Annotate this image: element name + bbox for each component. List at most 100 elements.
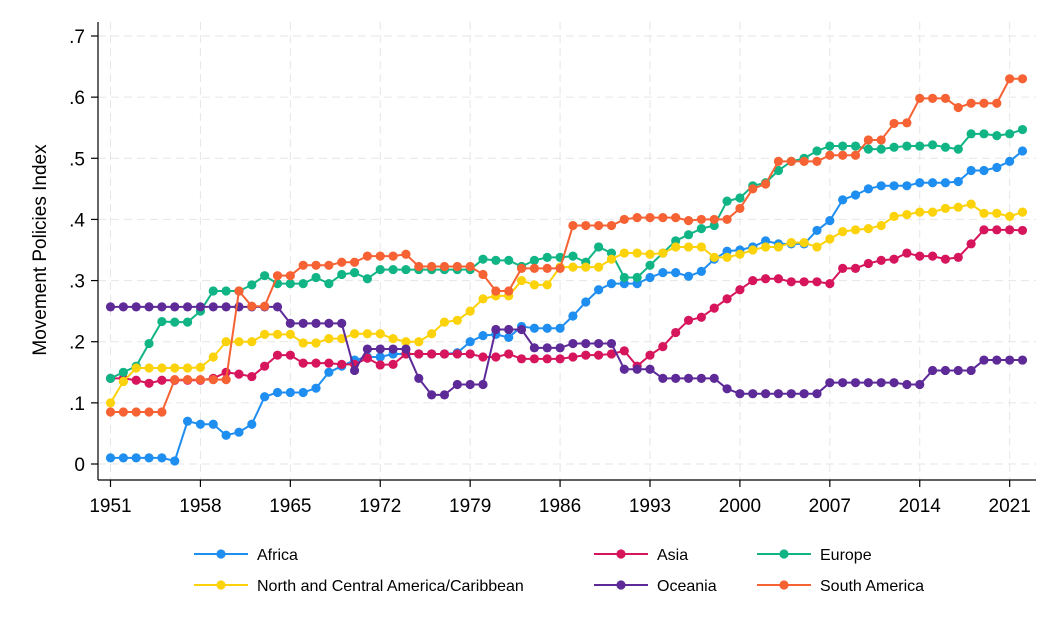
data-point-europe	[491, 255, 501, 265]
data-point-asia	[465, 349, 475, 359]
data-point-europe	[1017, 124, 1028, 135]
data-point-europe	[362, 274, 372, 284]
data-point-oceania	[773, 389, 784, 399]
data-point-asia	[889, 254, 899, 264]
gridlines	[98, 22, 1036, 480]
data-point-europe	[619, 272, 629, 283]
data-point-africa	[298, 387, 308, 398]
data-point-south-america	[940, 93, 951, 103]
data-point-south-america	[401, 249, 411, 259]
data-point-asia	[542, 354, 552, 364]
data-point-south-america	[247, 301, 257, 311]
data-point-asia	[414, 349, 424, 359]
data-point-asia	[735, 285, 745, 295]
data-point-south-america	[260, 301, 270, 311]
data-point-south-america	[195, 375, 206, 385]
data-point-north-and-central-america-caribbean	[362, 329, 372, 339]
data-point-europe	[182, 317, 193, 327]
data-point-north-and-central-america-caribbean	[940, 203, 951, 214]
data-point-oceania	[427, 390, 437, 400]
data-point-oceania	[619, 364, 629, 374]
data-point-oceania	[568, 338, 578, 349]
data-point-north-and-central-america-caribbean	[337, 334, 347, 344]
data-point-oceania	[581, 338, 591, 349]
data-point-africa	[170, 456, 180, 466]
data-point-asia	[799, 277, 809, 287]
data-point-north-and-central-america-caribbean	[645, 249, 655, 259]
data-point-africa	[555, 323, 565, 333]
y-tick-label: .1	[69, 394, 85, 415]
data-point-asia	[953, 252, 963, 262]
data-point-asia	[761, 274, 771, 284]
data-point-north-and-central-america-caribbean	[786, 238, 796, 248]
data-point-north-and-central-america-caribbean	[825, 234, 835, 244]
data-point-south-america	[516, 263, 527, 273]
data-point-north-and-central-america-caribbean	[696, 242, 706, 252]
data-point-north-and-central-america-caribbean	[799, 238, 809, 248]
data-point-europe	[838, 141, 848, 151]
data-point-oceania	[632, 364, 642, 374]
data-point-africa	[927, 178, 938, 188]
data-point-south-america	[157, 407, 167, 417]
x-tick-label: 1979	[449, 496, 491, 517]
data-point-oceania	[324, 318, 334, 328]
data-point-south-america	[671, 212, 681, 223]
data-point-africa	[478, 331, 488, 341]
data-point-south-america	[272, 271, 283, 281]
data-point-africa	[542, 323, 552, 333]
data-point-asia	[234, 369, 244, 379]
data-point-south-america	[504, 286, 514, 296]
data-point-asia	[671, 327, 681, 338]
data-point-north-and-central-america-caribbean	[838, 227, 848, 237]
data-point-asia	[581, 350, 591, 360]
legend-label: Africa	[257, 547, 298, 564]
data-point-north-and-central-america-caribbean	[516, 275, 527, 286]
data-point-asia	[427, 349, 437, 359]
data-point-europe	[850, 141, 861, 151]
data-point-europe	[388, 264, 398, 275]
data-point-north-and-central-america-caribbean	[195, 362, 206, 372]
data-point-asia	[324, 358, 334, 368]
data-point-south-america	[979, 98, 989, 108]
data-point-africa	[658, 268, 668, 278]
data-point-south-america	[619, 214, 629, 225]
y-tick-label: .2	[69, 333, 85, 354]
legend-item-europe: Europe	[757, 547, 872, 564]
data-point-oceania	[953, 365, 963, 376]
data-point-europe	[825, 141, 835, 151]
data-point-north-and-central-america-caribbean	[375, 329, 385, 339]
legend-swatch-marker	[216, 549, 226, 559]
y-tick-label: .4	[69, 210, 85, 231]
data-point-europe	[170, 317, 180, 327]
data-point-oceania	[748, 389, 758, 399]
data-point-oceania	[658, 373, 668, 383]
data-point-asia	[709, 303, 719, 313]
data-point-south-america	[427, 261, 437, 272]
data-point-africa	[671, 268, 681, 278]
data-point-africa	[696, 266, 706, 276]
data-point-north-and-central-america-caribbean	[927, 207, 938, 217]
data-point-oceania	[850, 378, 861, 388]
data-point-south-america	[696, 214, 706, 225]
data-point-oceania	[876, 378, 886, 388]
data-point-north-and-central-america-caribbean	[915, 207, 925, 217]
data-point-africa	[324, 367, 334, 377]
data-point-north-and-central-america-caribbean	[889, 211, 899, 221]
data-point-asia	[825, 279, 835, 289]
data-point-oceania	[375, 344, 385, 354]
data-point-north-and-central-america-caribbean	[953, 202, 963, 212]
data-point-oceania	[761, 389, 771, 399]
data-point-oceania	[889, 378, 899, 388]
data-point-europe	[324, 279, 334, 289]
data-point-south-america	[182, 375, 193, 385]
data-point-south-america	[889, 118, 899, 129]
series-group	[105, 74, 1028, 466]
data-point-asia	[131, 375, 141, 385]
data-point-europe	[349, 268, 360, 278]
data-point-north-and-central-america-caribbean	[298, 338, 308, 348]
data-point-oceania	[349, 365, 360, 376]
data-point-asia	[722, 294, 732, 304]
data-point-south-america	[812, 156, 822, 166]
data-point-south-america	[594, 220, 604, 231]
